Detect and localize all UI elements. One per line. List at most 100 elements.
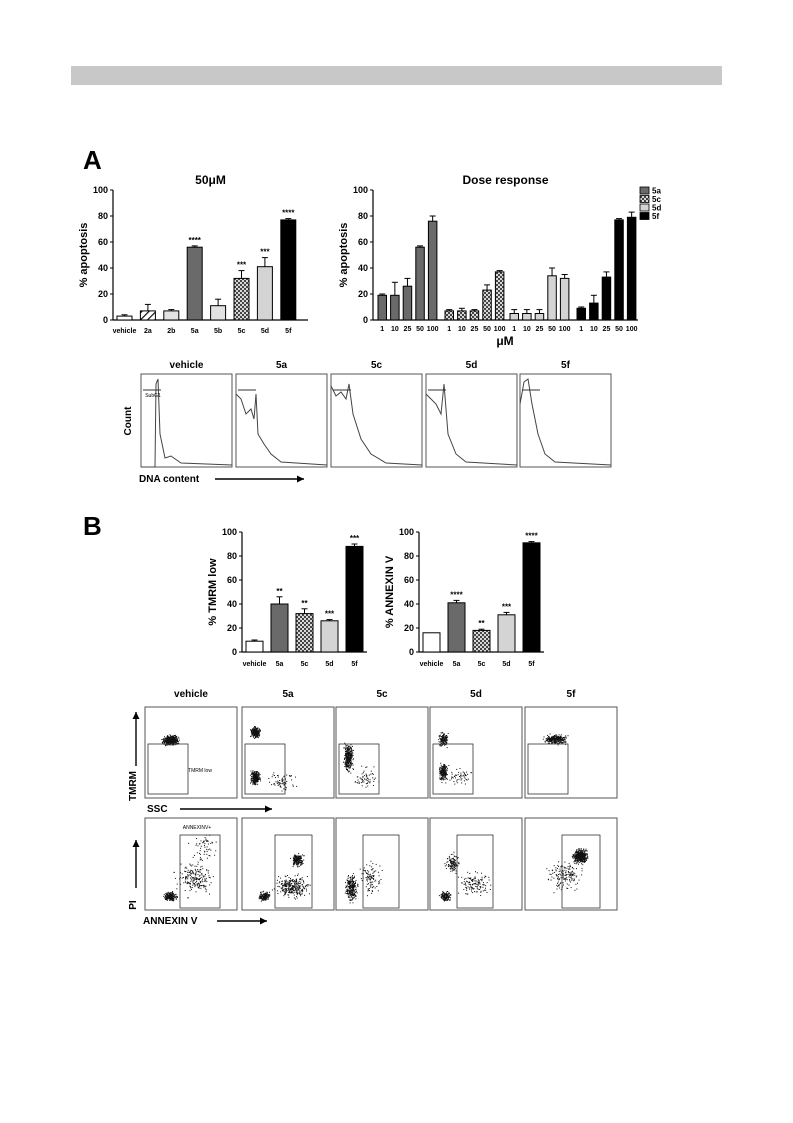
flow-tmrm-title: vehicle — [174, 689, 208, 700]
chart-dose-bar — [457, 310, 467, 321]
chart-dose-bar — [390, 294, 400, 321]
flow-annexin-scatter — [163, 834, 217, 902]
chart-dose-x-tick-label: 10 — [590, 326, 598, 333]
chart-dose-x-tick-label: 1 — [447, 326, 451, 333]
flow-annexin-gate-label: ANNEXINV+ — [183, 825, 212, 831]
chart-annexin-significance: **** — [450, 590, 463, 599]
chart-50um-x-tick-label: 5f — [285, 328, 292, 335]
chart-dose-x-tick-label: 1 — [380, 326, 384, 333]
chart-annexin-significance: ** — [478, 619, 485, 628]
flow-tmrm-title: 5d — [470, 689, 482, 700]
flow-annexin-scatter — [258, 853, 311, 902]
flow-annexin-frame — [335, 817, 429, 911]
chart-tmrm-x-tick-label: 5f — [351, 661, 358, 668]
flow-tmrm-title: 5a — [282, 689, 294, 700]
flow-tmrm-scatter — [161, 734, 180, 747]
chart-50um-bar — [280, 219, 297, 321]
chart-50um-bar — [186, 246, 203, 321]
chart-annexin-y-axis-label: % ANNEXIN V — [384, 555, 396, 628]
flow-tmrm-frame — [429, 706, 523, 799]
histogram-y-axis-label: Count — [123, 406, 134, 436]
chart-tmrm-y-tick-label: 100 — [222, 527, 237, 537]
chart-50um-y-tick-label: 0 — [103, 315, 108, 325]
flow-annexin-x-axis-label: ANNEXIN V — [143, 916, 198, 927]
flow-tmrm-gate — [432, 743, 474, 795]
flow-annexin-frame — [144, 817, 238, 911]
flow-annexin-y-axis-label: PI — [128, 900, 139, 910]
chart-tmrm-y-axis-label: % TMRM low — [207, 558, 219, 626]
chart-50um-significance: **** — [188, 236, 201, 245]
flow-tmrm-x-axis-label: SSC — [147, 804, 168, 815]
chart-annexin-y-tick-label: 20 — [404, 623, 414, 633]
header-bar — [71, 66, 722, 85]
chart-dose-bar — [614, 219, 624, 321]
chart-dose-bar — [415, 246, 425, 321]
chart-50um-y-tick-label: 60 — [98, 237, 108, 247]
chart-dose-bar — [444, 310, 454, 321]
chart-50um-bar — [210, 305, 227, 321]
chart-dose-bar — [494, 271, 505, 321]
chart-tmrm-y-tick-label: 80 — [227, 551, 237, 561]
chart-dose-x-tick-label: 1 — [579, 326, 583, 333]
chart-annexin-y-tick-label: 100 — [399, 527, 414, 537]
chart-dose-legend-swatch — [639, 212, 650, 220]
flow-annexin-gate — [362, 834, 400, 909]
flow-tmrm-frame — [144, 706, 238, 799]
chart-dose-y-tick-label: 60 — [358, 237, 368, 247]
flow-annexin-scatter — [546, 848, 589, 894]
histogram-trace — [235, 393, 328, 466]
flow-tmrm-title: 5f — [567, 689, 577, 700]
chart-dose-bar — [509, 313, 519, 321]
flow-annexin-scatter — [344, 860, 383, 904]
chart-dose-bar — [601, 276, 612, 321]
chart-50um-x-tick-label: 5d — [261, 328, 269, 335]
chart-dose-x-tick-label: 50 — [548, 326, 556, 333]
flow-tmrm-frame — [524, 706, 618, 799]
flow-tmrm-gate-label: TMRM low — [188, 768, 212, 774]
flow-tmrm-title: 5c — [376, 689, 388, 700]
flow-tmrm-frame — [335, 706, 429, 799]
histogram-trace — [519, 378, 612, 466]
chart-tmrm-bar — [245, 640, 264, 653]
flow-annexin-frame — [429, 817, 523, 911]
chart-dose-y-tick-label: 80 — [358, 211, 368, 221]
chart-dose-x-tick-label: 50 — [416, 326, 424, 333]
flow-annexin-scatter — [438, 851, 492, 902]
chart-dose-x-tick-label: 100 — [559, 326, 571, 333]
chart-dose-x-tick-label: 50 — [483, 326, 491, 333]
flow-tmrm-gate — [147, 743, 189, 795]
chart-dose-y-axis-label: % apoptosis — [338, 223, 350, 288]
flow-tmrm-scatter — [438, 731, 472, 785]
chart-tmrm-y-tick-label: 60 — [227, 575, 237, 585]
chart-tmrm-bar — [345, 545, 364, 653]
flow-tmrm-scatter — [249, 726, 298, 792]
chart-tmrm-significance: ** — [276, 587, 283, 596]
flow-annexin-gate — [456, 834, 494, 909]
chart-dose-x-tick-label: 100 — [427, 326, 439, 333]
chart-50um-bar — [163, 310, 180, 321]
histogram-x-axis-label: DNA content — [139, 474, 200, 485]
chart-dose-y-tick-label: 0 — [363, 315, 368, 325]
chart-50um-bar — [233, 277, 250, 321]
histogram-frame — [330, 373, 423, 468]
chart-50um-y-tick-label: 40 — [98, 263, 108, 273]
chart-dose-x-tick-label: 25 — [404, 326, 412, 333]
chart-50um-x-tick-label: 2a — [144, 328, 152, 335]
chart-tmrm-y-tick-label: 40 — [227, 599, 237, 609]
histogram-title: 5f — [561, 360, 571, 371]
chart-tmrm-x-tick-label: 5a — [276, 661, 284, 668]
chart-annexin-x-tick-label: 5f — [528, 661, 535, 668]
histogram-gate-label: SubG1 — [145, 393, 161, 399]
chart-dose-y-tick-label: 100 — [353, 185, 368, 195]
chart-50um-title: 50μM — [195, 173, 226, 187]
chart-annexin-bar — [522, 542, 541, 653]
chart-annexin-bar — [472, 629, 491, 653]
histogram-frame — [235, 373, 328, 468]
chart-tmrm-x-tick-label: 5c — [301, 661, 309, 668]
chart-dose-bar — [482, 289, 492, 321]
chart-annexin-y-tick-label: 80 — [404, 551, 414, 561]
chart-dose-legend-swatch — [639, 203, 650, 212]
chart-annexin-significance: *** — [502, 602, 512, 611]
chart-dose-x-tick-label: 25 — [603, 326, 611, 333]
